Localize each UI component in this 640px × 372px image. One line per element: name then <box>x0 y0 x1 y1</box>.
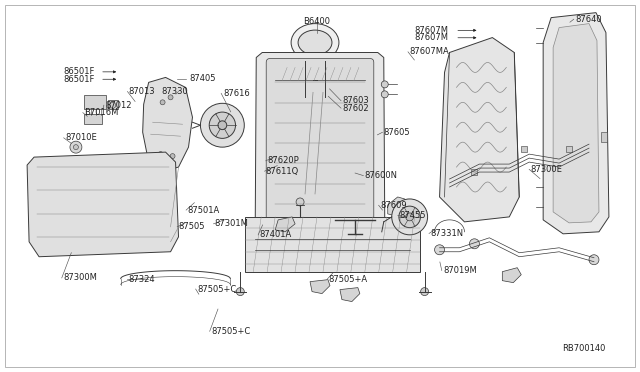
Circle shape <box>469 239 479 249</box>
Text: 87300M: 87300M <box>64 273 97 282</box>
Circle shape <box>435 245 445 255</box>
Text: 87401A: 87401A <box>259 230 292 240</box>
Polygon shape <box>502 268 521 283</box>
Text: 87331N: 87331N <box>430 229 463 238</box>
Circle shape <box>296 198 304 206</box>
Bar <box>472 169 477 175</box>
Bar <box>84 114 102 124</box>
Polygon shape <box>543 13 609 234</box>
Polygon shape <box>440 38 519 222</box>
Circle shape <box>218 121 227 129</box>
Text: RB700140: RB700140 <box>563 344 605 353</box>
Text: 87013: 87013 <box>129 87 156 96</box>
Text: 87505+C: 87505+C <box>198 285 237 294</box>
Text: 87019M: 87019M <box>443 266 477 275</box>
Text: B7016M: B7016M <box>84 108 118 117</box>
Bar <box>245 217 420 272</box>
Ellipse shape <box>298 30 332 55</box>
Circle shape <box>168 95 173 100</box>
Text: 87607M: 87607M <box>414 26 449 35</box>
Circle shape <box>70 141 82 153</box>
FancyBboxPatch shape <box>601 132 607 142</box>
Text: 87505: 87505 <box>179 222 205 231</box>
Circle shape <box>399 206 420 228</box>
FancyBboxPatch shape <box>266 58 374 228</box>
Polygon shape <box>275 217 295 232</box>
Text: 87330: 87330 <box>162 87 189 96</box>
Circle shape <box>371 223 379 231</box>
Circle shape <box>158 152 163 157</box>
Circle shape <box>209 112 236 138</box>
Polygon shape <box>553 23 599 223</box>
Text: 87603: 87603 <box>342 96 369 105</box>
Circle shape <box>420 288 429 296</box>
Circle shape <box>381 81 388 88</box>
Bar <box>566 146 572 152</box>
Text: 86501F: 86501F <box>64 67 95 76</box>
Bar <box>521 146 527 152</box>
Text: 87501A: 87501A <box>188 206 220 215</box>
Text: 87505+A: 87505+A <box>328 275 367 284</box>
Circle shape <box>589 255 599 265</box>
Text: 87505+C: 87505+C <box>212 327 251 336</box>
Text: 87324: 87324 <box>129 275 156 284</box>
Text: 87455: 87455 <box>399 211 426 220</box>
Text: 87301M: 87301M <box>215 219 249 228</box>
Text: 87605: 87605 <box>384 128 410 137</box>
Circle shape <box>381 91 388 98</box>
Polygon shape <box>388 197 408 217</box>
Polygon shape <box>340 288 360 302</box>
Text: 87300E: 87300E <box>531 165 563 174</box>
Polygon shape <box>310 280 330 294</box>
Text: 87609: 87609 <box>380 201 406 210</box>
Text: 87616: 87616 <box>223 89 250 98</box>
Text: B6400: B6400 <box>303 17 330 26</box>
Ellipse shape <box>291 23 339 61</box>
Text: 87600N: 87600N <box>365 171 397 180</box>
Circle shape <box>236 288 244 296</box>
Circle shape <box>170 154 175 158</box>
Bar <box>84 95 106 109</box>
Text: 87012: 87012 <box>105 101 132 110</box>
Text: 87607M: 87607M <box>414 33 449 42</box>
Circle shape <box>406 213 413 221</box>
Polygon shape <box>143 77 193 172</box>
Circle shape <box>392 199 428 235</box>
Polygon shape <box>255 52 385 232</box>
Polygon shape <box>27 152 179 257</box>
Text: 87602: 87602 <box>342 104 369 113</box>
Circle shape <box>200 103 244 147</box>
Circle shape <box>160 100 165 105</box>
Bar <box>108 100 118 109</box>
Circle shape <box>74 145 79 150</box>
Text: 87607MA: 87607MA <box>409 47 449 56</box>
Text: 87611Q: 87611Q <box>266 167 299 176</box>
Text: 87640: 87640 <box>575 15 602 24</box>
Text: 87620P: 87620P <box>268 156 300 165</box>
Circle shape <box>261 223 269 231</box>
Text: 87405: 87405 <box>189 74 216 83</box>
Text: 86501F: 86501F <box>64 75 95 84</box>
Text: 87010E: 87010E <box>65 133 97 142</box>
Circle shape <box>110 102 116 108</box>
